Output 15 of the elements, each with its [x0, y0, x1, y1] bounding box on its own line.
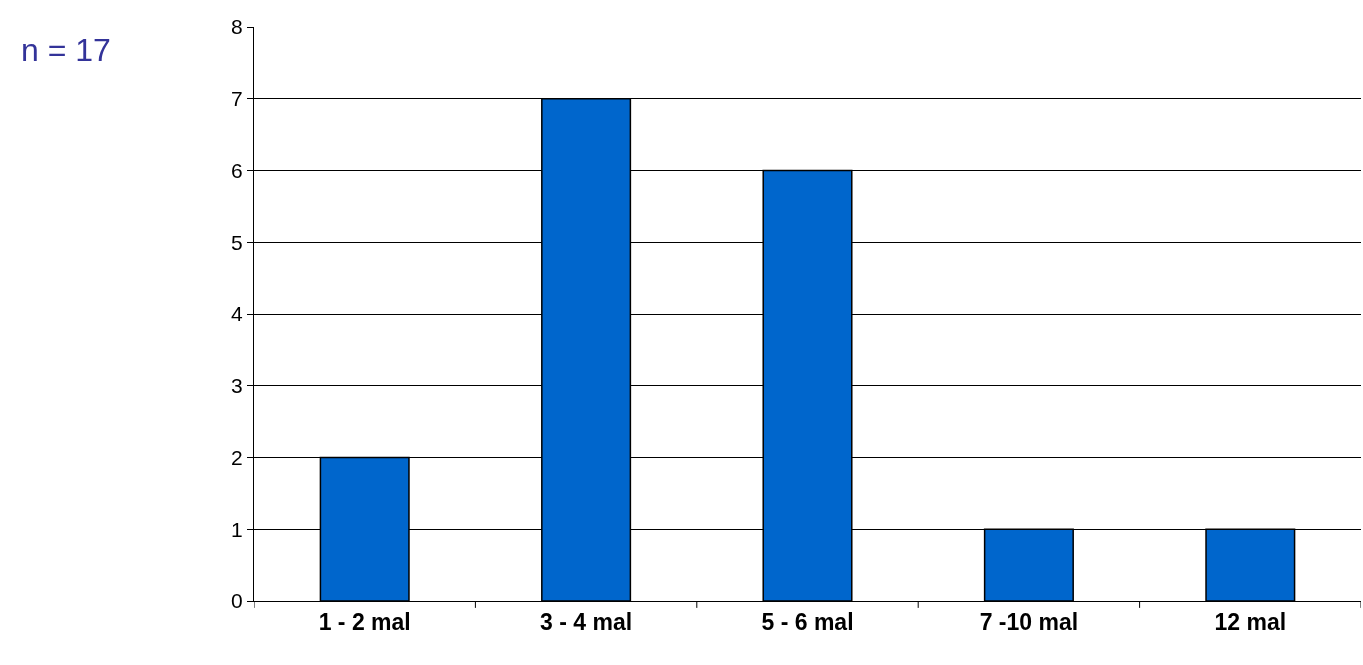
x-tick-label: 3 - 4 mal: [540, 608, 633, 635]
y-tick-label: 5: [231, 230, 243, 254]
x-tick-label: 7 -10 mal: [979, 608, 1079, 635]
y-tick-label: 7: [231, 87, 243, 111]
text: n = 17: [21, 32, 111, 68]
y-tick-label: 3: [231, 374, 243, 398]
y-tick-label: 8: [231, 15, 243, 39]
x-tick-label: 12 mal: [1214, 608, 1287, 635]
x-tick-label: 1 - 2 mal: [318, 608, 411, 635]
y-tick-label: 0: [231, 589, 243, 613]
y-tick-label: 1: [231, 517, 243, 541]
y-tick-label: 4: [231, 302, 244, 326]
x-tick-label: 5 - 6 mal: [761, 608, 854, 635]
y-tick-label: 2: [231, 445, 243, 469]
y-tick-label: 6: [231, 158, 243, 182]
